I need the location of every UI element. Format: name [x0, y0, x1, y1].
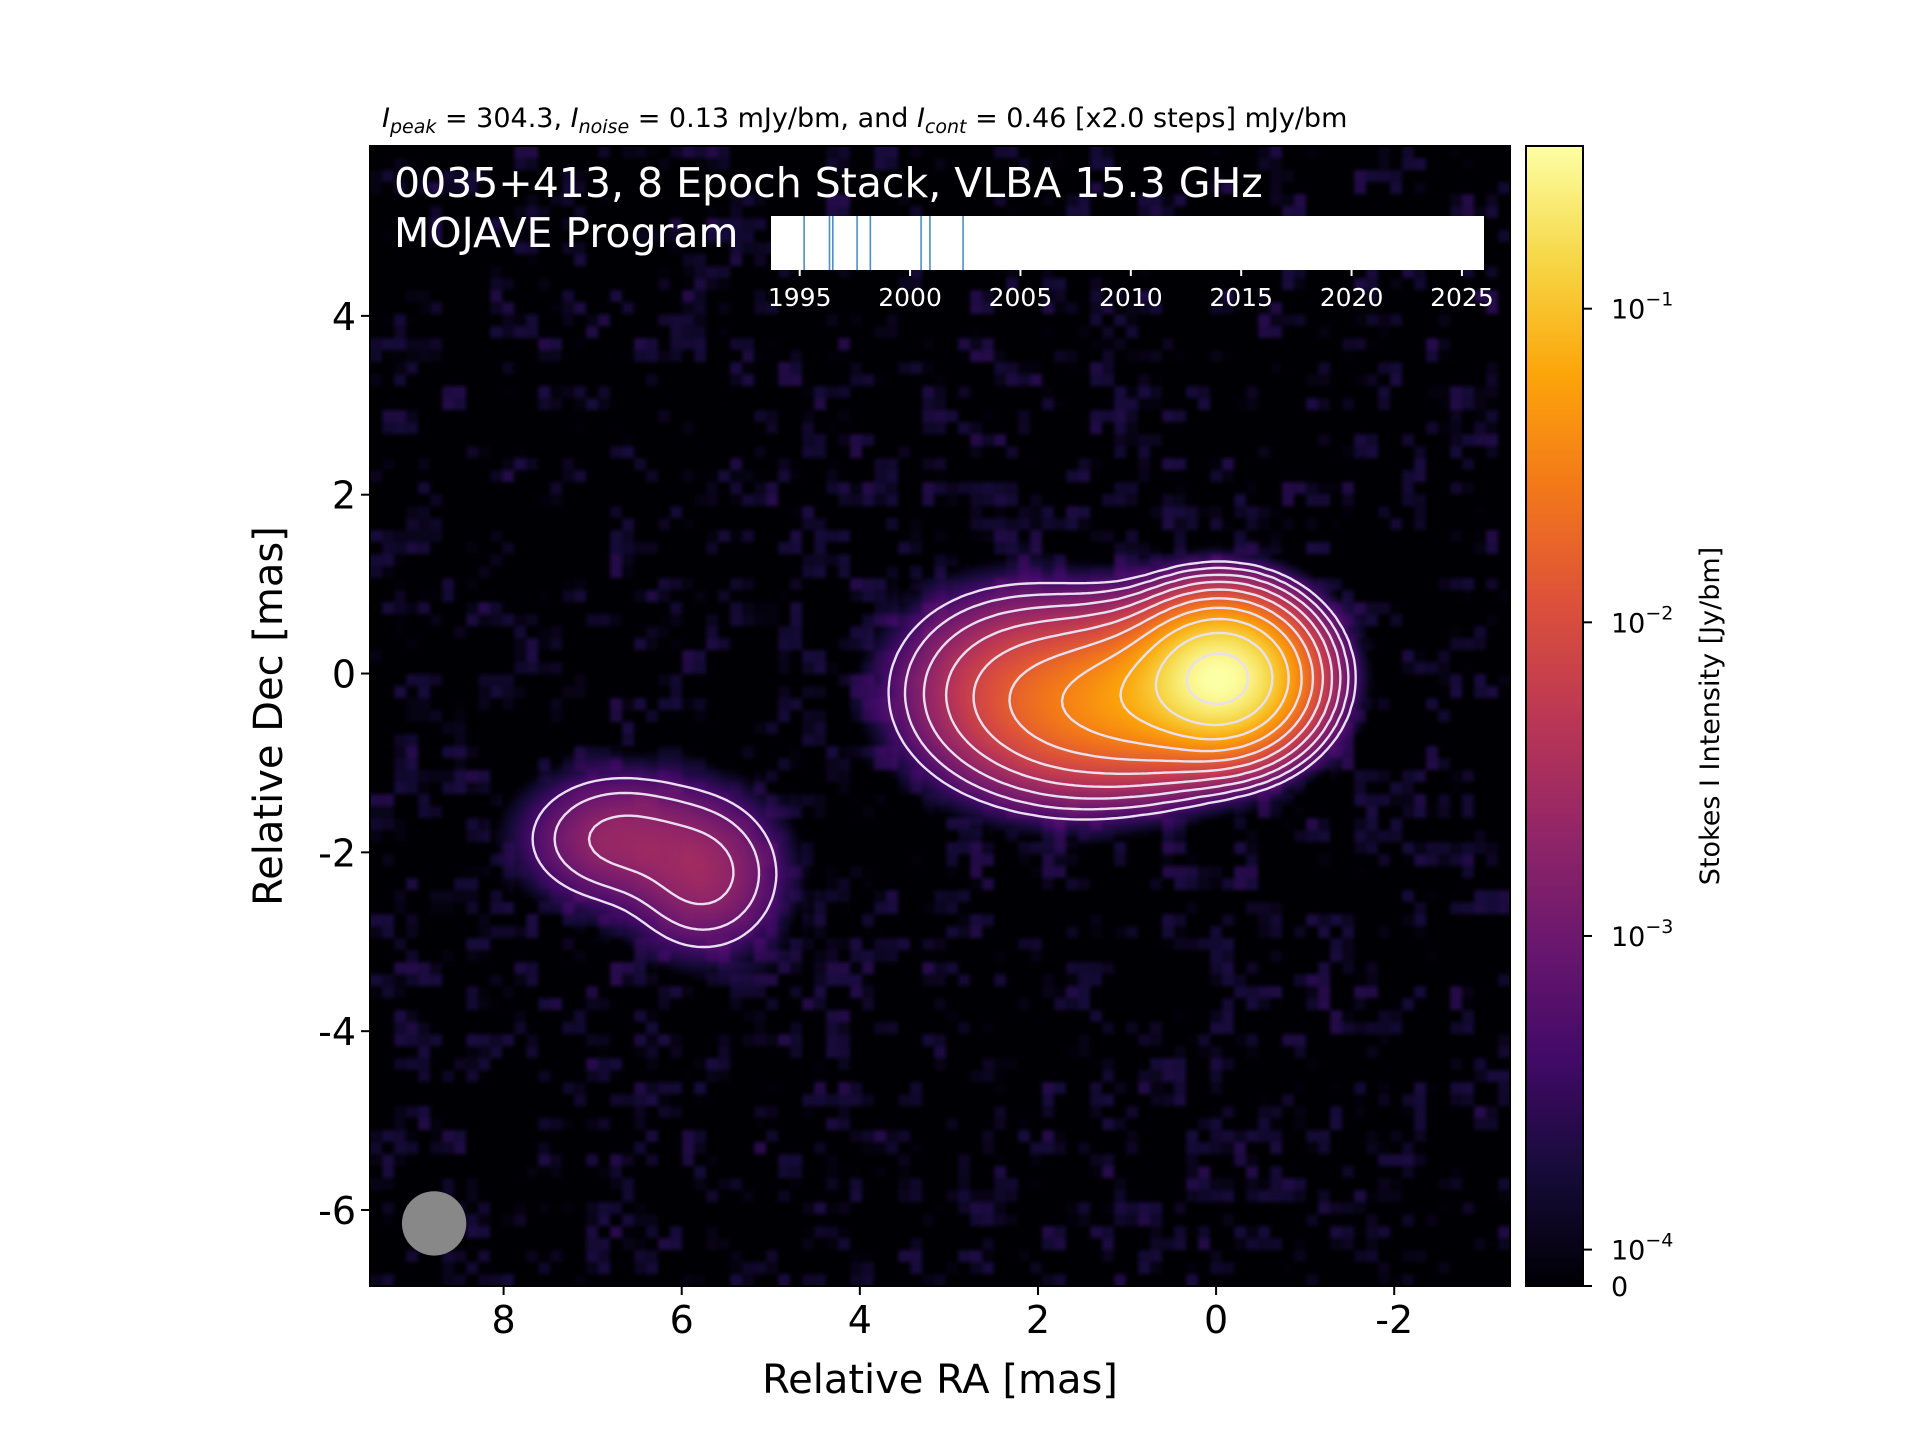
x-tick-label: 8	[492, 1298, 516, 1342]
timeline-tick-label: 1995	[768, 283, 832, 312]
contour-level	[972, 588, 1325, 775]
x-axis: 8 6 4 2 0 -2	[492, 1286, 1413, 1342]
timeline-tick-label: 2010	[1099, 283, 1163, 312]
contour-level	[1119, 617, 1290, 741]
timeline-box	[771, 216, 1484, 270]
x-tick-label: 4	[848, 1298, 872, 1342]
colorbar-gradient	[1525, 145, 1584, 1287]
epoch-timeline: 1995 2000 2005 2010 2015 2020 2025	[768, 216, 1494, 312]
timeline-tick-label: 2020	[1320, 283, 1384, 312]
y-tick-label: 0	[332, 653, 356, 697]
intensity-map	[370, 146, 1510, 1286]
beam-ellipse	[401, 1191, 467, 1256]
contour-lines	[531, 560, 1357, 949]
contour-level	[553, 566, 1350, 931]
contour-level	[1154, 631, 1274, 727]
colorbar-tick-label: 10−3	[1611, 916, 1673, 953]
y-axis-label: Relative Dec [mas]	[246, 526, 292, 906]
plot-frame	[369, 145, 1511, 1287]
contour-level	[944, 580, 1334, 788]
x-axis-label: Relative RA [mas]	[762, 1357, 1118, 1403]
y-tick-label: 4	[332, 295, 356, 339]
x-tick-label: 2	[1026, 1298, 1050, 1342]
image-panel	[369, 145, 1511, 1287]
colorbar-tick-label: 10−4	[1611, 1230, 1673, 1267]
y-tick-label: -4	[318, 1010, 356, 1054]
x-tick-label: 6	[670, 1298, 694, 1342]
colorbar-label: Stokes I Intensity [Jy/bm]	[1695, 547, 1726, 885]
colorbar: 10−1 10−2 10−3 10−4 0 Stokes I Intensity [Jy…	[1525, 145, 1726, 1303]
contour-level	[531, 560, 1357, 949]
timeline-tick-label: 2015	[1209, 283, 1273, 312]
x-tick-label: -2	[1375, 1298, 1413, 1342]
contour-level	[1008, 597, 1315, 763]
colorbar-tick-label: 10−1	[1611, 289, 1673, 326]
timeline-tick-label: 2000	[878, 283, 942, 312]
contour-level	[587, 573, 1342, 906]
contour-level	[1185, 652, 1250, 706]
program-name: MOJAVE Program	[394, 209, 738, 257]
y-tick-label: 2	[332, 474, 356, 518]
contour-level	[1060, 606, 1303, 753]
map-title: 0035+413, 8 Epoch Stack, VLBA 15.3 GHz	[394, 159, 1263, 207]
y-tick-label: -6	[318, 1189, 356, 1233]
x-tick-label: 0	[1204, 1298, 1228, 1342]
colorbar-tick-label: 10−2	[1611, 602, 1673, 639]
y-axis: 4 2 0 -2 -4 -6	[318, 295, 370, 1233]
y-tick-label: -2	[318, 831, 356, 875]
timeline-tick-label: 2005	[989, 283, 1053, 312]
header-text: Ipeak = 304.3, Inoise = 0.13 mJy/bm, and…	[382, 103, 1347, 138]
timeline-tick-label: 2025	[1430, 283, 1494, 312]
colorbar-tick-label: 0	[1611, 1272, 1628, 1303]
